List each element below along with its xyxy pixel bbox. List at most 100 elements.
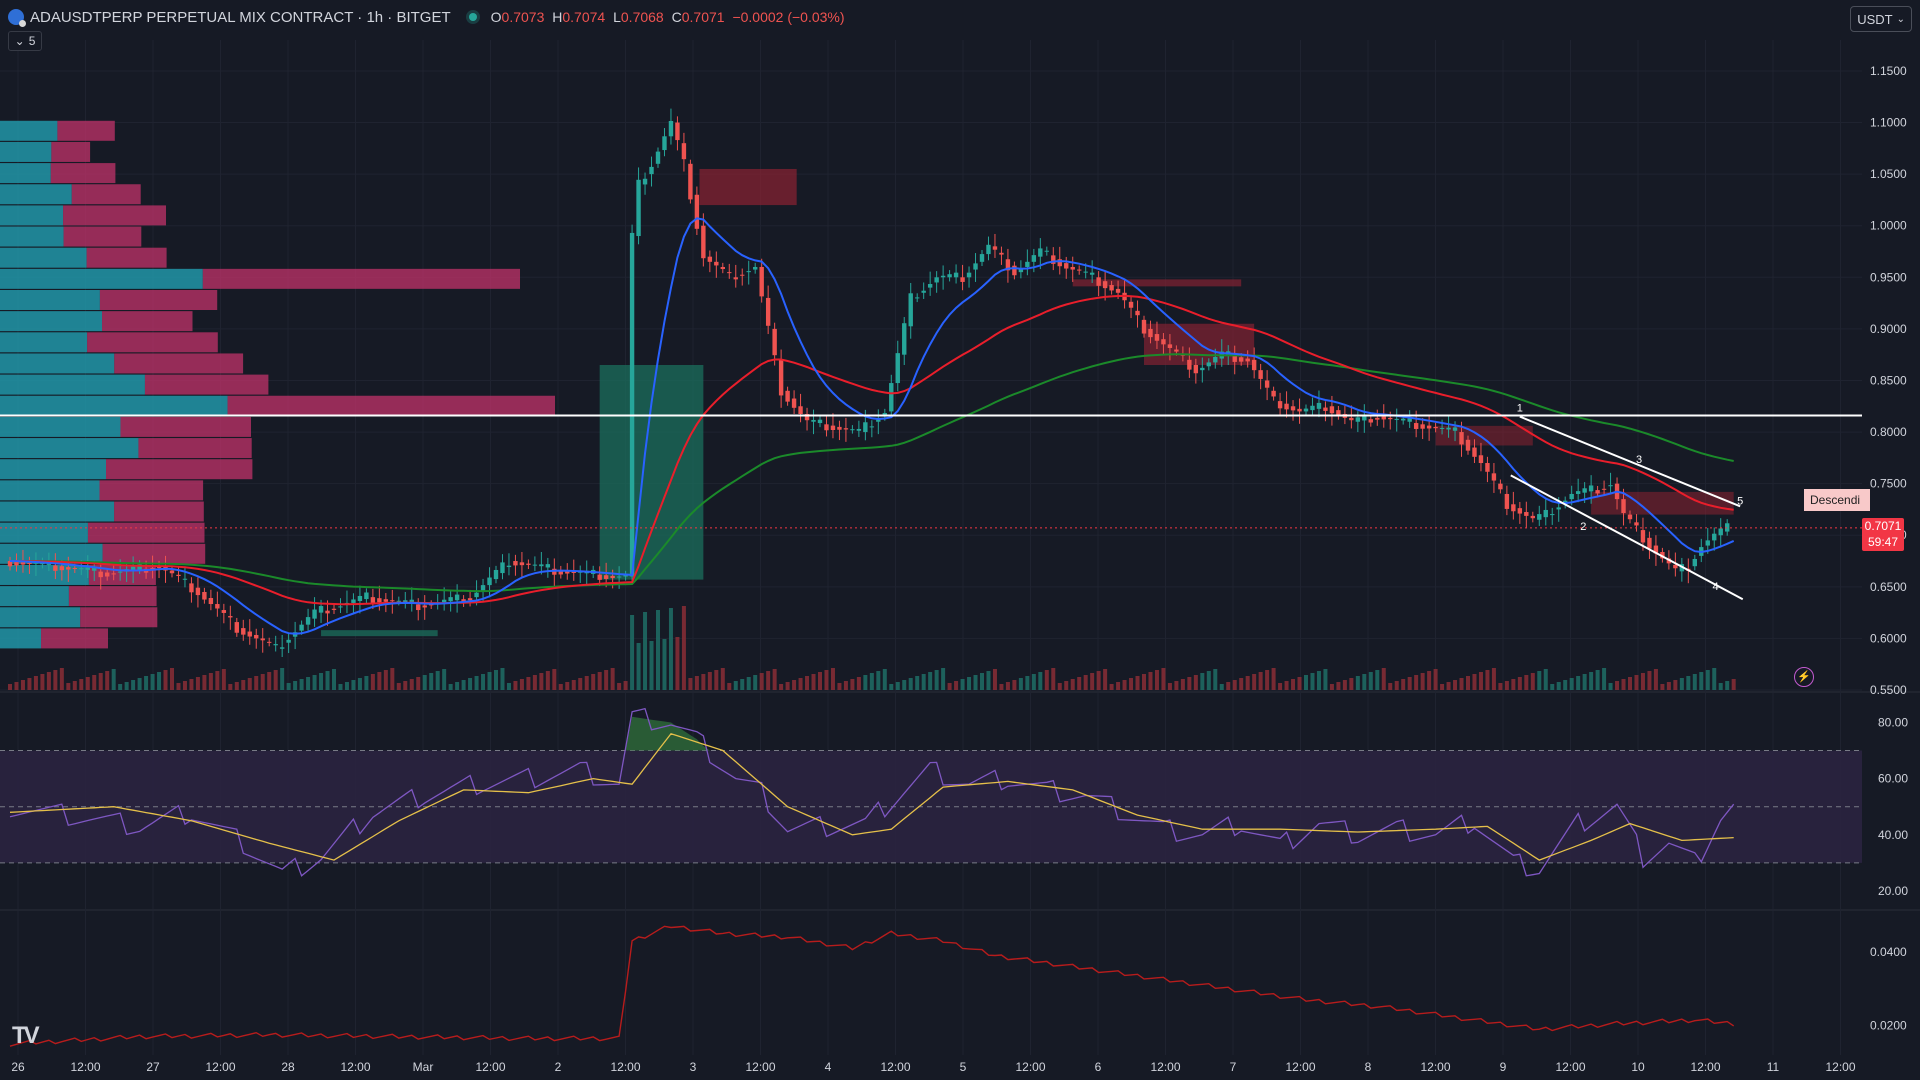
volume-bar [189,679,194,690]
volume-profile-up-bar [0,332,88,353]
volume-bar [1368,672,1373,690]
volume-bar [1705,670,1710,690]
currency-selector[interactable]: USDT ⌄ [1850,6,1912,32]
candle-body [1161,339,1166,345]
volume-bar [500,668,505,690]
candle-body [1232,355,1237,362]
time-axis-tick: 8 [1365,1060,1372,1074]
time-axis-tick: 9 [1500,1060,1507,1074]
candle-body [552,568,557,575]
candle-body [1025,261,1030,267]
volume-bar [92,675,97,690]
volume-bar [1453,680,1458,690]
volume-bar [552,669,557,690]
candle-body [1038,248,1043,257]
time-axis-tick: 3 [690,1060,697,1074]
volume-bar [442,669,447,690]
volume-bar [1278,683,1283,690]
ada-logo-icon [8,9,26,27]
symbol-title[interactable]: ADAUSDTPERP PERPETUAL MIX CONTRACT · 1h … [30,8,451,26]
tradingview-logo-icon[interactable]: TV [12,1022,40,1049]
volume-bar [312,675,317,690]
volume-bar [824,670,829,690]
volume-bar [785,682,790,690]
symbol-header[interactable]: ADAUSDTPERP PERPETUAL MIX CONTRACT · 1h … [8,6,849,28]
candle-body [830,425,836,430]
candle-body [1206,362,1211,367]
low-value: 0.7068 [620,9,664,25]
time-axis-tick: 26 [11,1060,25,1074]
candle-body [999,252,1004,255]
candle-body [1109,285,1114,291]
volume-bar [416,677,421,690]
time-axis-tick: 12:00 [205,1060,235,1074]
volume-profile-down-bar [71,184,141,205]
candle-body [273,644,278,646]
candle-body [1446,427,1451,430]
lightning-icon[interactable]: ⚡ [1794,667,1814,687]
volume-bar [1355,676,1360,690]
candle-body [934,277,939,283]
candle-body [14,561,19,566]
volume-bar [286,683,291,690]
volume-bar [1653,669,1658,690]
candle-body [610,575,615,579]
time-axis-tick: 27 [146,1060,160,1074]
volume-bar [1200,673,1205,690]
candle-body [1141,319,1147,334]
volume-bar [662,639,667,690]
volume-profile-down-bar [120,416,251,437]
volume-bar [14,682,19,690]
candle-body [267,641,272,643]
candle-body [1089,272,1095,275]
volume-bar [1666,682,1671,690]
candle-body [441,599,447,603]
volume-bar [1414,675,1419,690]
volume-bar [150,674,155,690]
supply-zone [1072,279,1242,287]
candle-body [895,353,900,384]
candle-body [973,263,978,270]
indicators-collapse-button[interactable]: ⌄ 5 [8,31,42,51]
candle-body [979,254,985,262]
volume-bar [805,676,810,690]
volume-profile-down-bar [144,374,269,395]
candle-body [1588,485,1594,492]
volume-bar [306,677,311,690]
volume-bar [299,679,304,690]
volume-bar [837,683,842,690]
volume-bar [1252,674,1257,690]
candle-body [357,595,363,602]
volume-bar [707,672,712,690]
volume-bar [1699,672,1704,690]
pattern-point-label: 1 [1517,402,1523,414]
rsi-axis-tick: 60.00 [1878,772,1908,786]
chevron-down-icon: ⌄ [1896,13,1905,25]
volume-bar [992,669,997,690]
low-label: L [613,9,621,25]
candle-body [629,232,635,577]
volume-bar [332,669,336,690]
volume-bar [293,681,298,690]
candle-body [1647,537,1652,549]
candle-body [1083,271,1088,273]
candle-body [1426,425,1432,429]
time-axis-tick: 4 [825,1060,832,1074]
volume-bar [344,682,349,690]
candle-body [1362,414,1367,421]
volume-bar [1498,683,1503,690]
volume-bar [1427,671,1432,690]
volume-bar [468,678,473,690]
volume-bar [1621,679,1626,690]
candle-body [539,564,544,567]
volume-bar [1679,678,1684,690]
candle-body [1193,365,1199,374]
descending-channel-label[interactable]: Descendi [1804,489,1870,511]
volume-bar [980,673,984,690]
time-axis-tick: 12:00 [610,1060,640,1074]
price-axis-tick: 1.1000 [1870,116,1907,130]
candle-body [915,297,920,299]
volume-bar [643,612,648,690]
volume-bar [1219,684,1224,690]
